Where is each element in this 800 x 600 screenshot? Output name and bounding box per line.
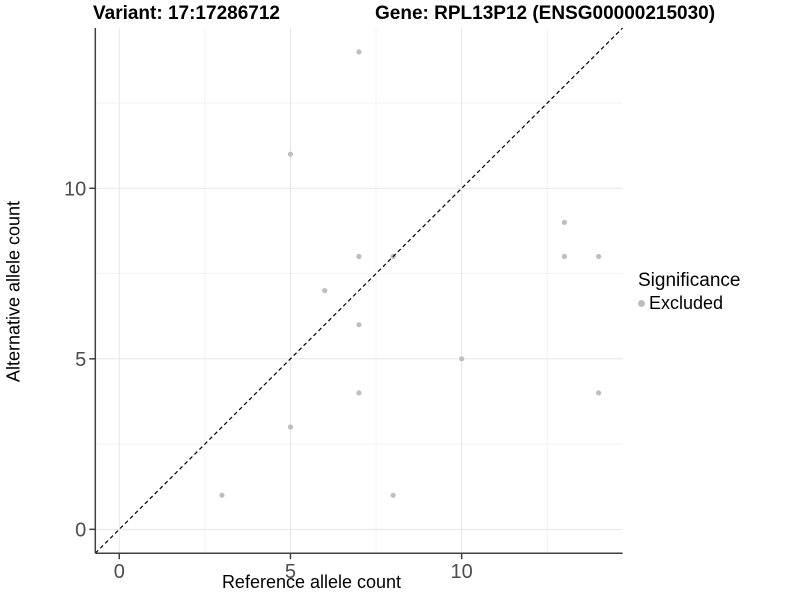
y-axis-title: Alternative allele count [3,200,24,383]
plot-title-gene: Gene: RPL13P12 (ENSG00000215030) [375,3,716,24]
data-point [390,492,396,498]
data-point [356,322,362,328]
y-tick-label: 5 [75,349,86,371]
legend-item-label: Excluded [649,293,724,313]
legend-title: Significance [638,270,741,291]
x-tick-label: 10 [451,561,473,583]
data-point [322,288,328,294]
legend-key-dot [638,300,645,307]
x-axis-title: Reference allele count [221,572,402,592]
data-point [561,253,567,260]
data-point [287,424,294,430]
plot-title-variant: Variant: 17:17286712 [93,3,280,24]
legend: Significance Excluded [638,270,740,314]
data-point [561,219,567,225]
x-tick-label: 0 [114,561,125,583]
data-point [596,390,602,396]
data-point [596,253,602,260]
legend-item-excluded: Excluded [638,293,740,314]
data-point [356,390,362,396]
identity-line [94,27,624,554]
x-tick-label: 5 [285,561,296,583]
data-point [219,492,225,498]
data-point [459,356,465,362]
data-point [287,151,294,157]
data-point [356,253,362,260]
data-point [356,49,362,55]
y-tick-label: 10 [64,178,86,200]
y-tick-label: 0 [75,519,86,541]
